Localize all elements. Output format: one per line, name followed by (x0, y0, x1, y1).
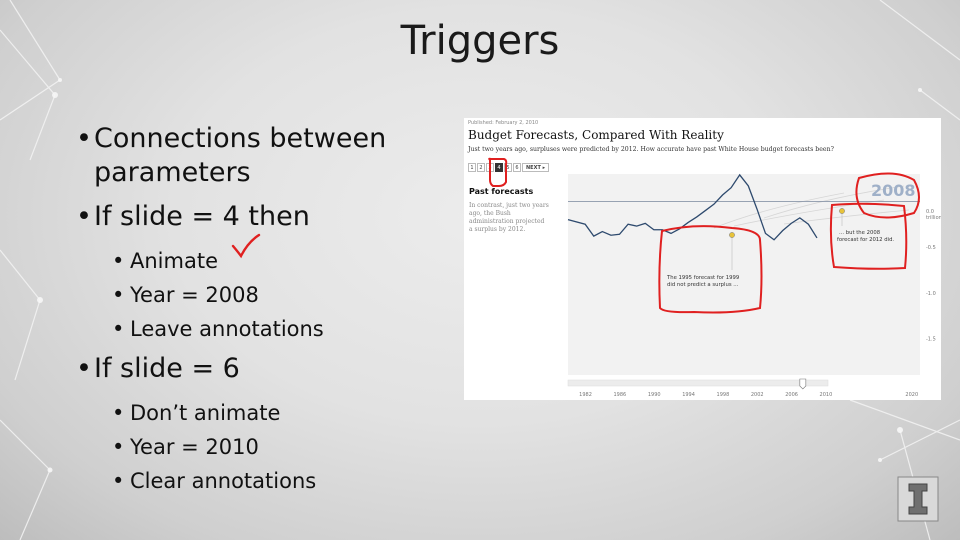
slide-pager: 1 2 3 4 5 6 NEXT ▸ (468, 163, 550, 172)
y-tick-label: -1.5 (926, 336, 936, 342)
pager-next-button[interactable]: NEXT ▸ (522, 163, 550, 172)
year-badge: 2008 (871, 181, 916, 200)
sub-bullet-year-2010: Year = 2010 (76, 430, 446, 464)
sub-bullet-dont-animate: Don’t animate (76, 396, 446, 430)
year-slider-handle[interactable] (799, 378, 807, 390)
annotation-2008-line2: forecast for 2012 did. (837, 237, 894, 243)
sub-bullet-leave-annotations: Leave annotations (76, 312, 446, 346)
sub-bullet-clear-annotations: Clear annotations (76, 464, 446, 498)
forecast-2008-marker (839, 208, 845, 214)
year-slider-track[interactable] (567, 379, 829, 387)
sidebar-heading: Past forecasts (469, 187, 534, 196)
embedded-graphic-screenshot: Published: February 2, 2010 Budget Forec… (464, 118, 941, 400)
annotation-1995-line2: did not predict a surplus ... (667, 282, 739, 288)
red-circle-page-4 (488, 157, 508, 187)
x-tick-label: 1990 (648, 392, 661, 398)
university-logo (897, 476, 939, 522)
x-tick-label: 2006 (785, 392, 798, 398)
sub-bullet-year-2008: Year = 2008 (76, 278, 446, 312)
graphic-title: Budget Forecasts, Compared With Reality (468, 128, 724, 142)
red-circle-2008-badge (855, 172, 920, 219)
sub-bullet-animate: Animate (76, 244, 446, 278)
x-tick-label: 2010 (820, 392, 833, 398)
bullet-if-slide-4: If slide = 4 then (76, 200, 446, 234)
bullet-if-slide-6: If slide = 6 (76, 352, 446, 386)
x-tick-label: 2002 (751, 392, 764, 398)
x-tick-label: 1994 (682, 392, 695, 398)
pager-page-4[interactable]: 4 (495, 163, 503, 172)
slide-title: Triggers (400, 18, 560, 64)
bullet-connections: Connections between parameters (76, 122, 446, 190)
x-tick-label: 1982 (579, 392, 592, 398)
sidebar-text: In contrast, just two years ago, the Bus… (469, 202, 549, 233)
x-tick-label: 1998 (717, 392, 730, 398)
pager-page-2[interactable]: 2 (477, 163, 485, 172)
published-date: Published: February 2, 2010 (468, 120, 539, 126)
forecast-1995-marker (729, 232, 735, 238)
zero-label-unit: trillion (926, 215, 941, 221)
series-line-0 (567, 173, 818, 241)
red-ink-annotations (488, 157, 920, 314)
x-tick-label: 1986 (614, 392, 627, 398)
budget-chart: -0.5 -1.0 -1.5 1982 1986 1990 1994 1998 2002 200… (488, 157, 941, 398)
pager-page-1[interactable]: 1 (468, 163, 476, 172)
y-tick-label: -0.5 (926, 245, 936, 251)
red-checkmark-annotation (231, 233, 261, 259)
red-box-2008-annotation (829, 202, 908, 270)
pager-page-5[interactable]: 5 (504, 163, 512, 172)
annotation-1995-line1: The 1995 forecast for 1999 (666, 275, 739, 281)
graphic-subtitle: Just two years ago, surpluses were predi… (468, 146, 834, 153)
red-box-1995-annotation (658, 225, 763, 314)
bullet-list: Connections between parameters If slide … (76, 122, 446, 498)
x-tick-label: 2020 (905, 392, 918, 398)
pager-page-6[interactable]: 6 (513, 163, 521, 172)
y-tick-label: -1.0 (926, 291, 936, 297)
zero-label: 0.0 (926, 209, 934, 215)
annotation-2008-line1: ... but the 2008 (839, 230, 881, 236)
